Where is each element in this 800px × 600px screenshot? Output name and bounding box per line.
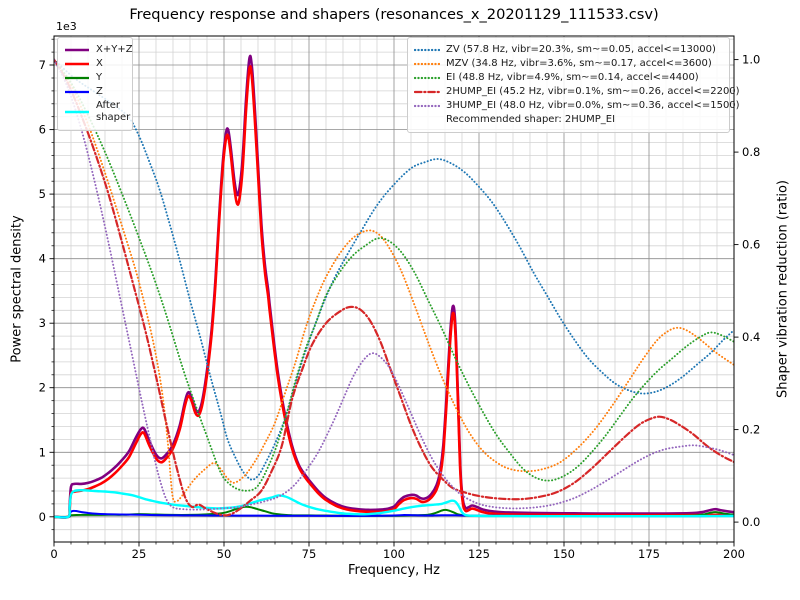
legend-line-sample-empty bbox=[414, 115, 440, 125]
legend-item: EI (48.8 Hz, vibr=4.9%, sm~=0.14, accel<… bbox=[414, 72, 723, 85]
legend-line-sample-Y bbox=[65, 76, 89, 79]
legend-series: X+Y+Z X Y Z After shaper bbox=[57, 37, 133, 131]
y-axis-right-label: Shaper vibration reduction (ratio) bbox=[775, 180, 791, 398]
tick-label: 5 bbox=[39, 187, 46, 201]
legend-label: EI (48.8 Hz, vibr=4.9%, sm~=0.14, accel<… bbox=[446, 71, 699, 83]
tick-label: 50 bbox=[217, 547, 232, 561]
legend-label: After shaper bbox=[96, 99, 131, 124]
series-line-After-shaper bbox=[54, 488, 734, 519]
y-axis-offset-label: 1e3 bbox=[56, 20, 77, 33]
legend-line-sample-ZV bbox=[414, 48, 440, 51]
legend-line-sample-MZV bbox=[414, 62, 440, 65]
tick-label: 25 bbox=[132, 547, 147, 561]
legend-label: 3HUMP_EI (48.0 Hz, vibr=0.0%, sm~=0.36, … bbox=[446, 99, 740, 111]
tick-label: 6 bbox=[39, 123, 46, 137]
grid-minor bbox=[54, 36, 734, 542]
tick-label: 1.0 bbox=[742, 53, 760, 67]
legend-item: 2HUMP_EI (45.2 Hz, vibr=0.1%, sm~=0.26, … bbox=[414, 86, 740, 99]
series-line-EI bbox=[54, 58, 734, 492]
tick-label: 0.0 bbox=[742, 515, 760, 529]
tick-label: 0.6 bbox=[742, 238, 760, 252]
legend-item: ZV (57.8 Hz, vibr=20.3%, sm~=0.05, accel… bbox=[414, 44, 723, 57]
tick-label: 4 bbox=[39, 252, 46, 266]
legend-line-sample-X+Y+Z bbox=[65, 48, 89, 52]
x-axis-label: Frequency, Hz bbox=[347, 563, 441, 578]
tick-label: 75 bbox=[302, 547, 317, 561]
series-line-3HUMP_EI bbox=[54, 58, 734, 511]
tick-label: 0 bbox=[39, 510, 46, 524]
legend-item: Y bbox=[64, 72, 126, 85]
legend-line-sample-3HUMP_EI bbox=[414, 104, 440, 107]
legend-shapers: ZV (57.8 Hz, vibr=20.3%, sm~=0.05, accel… bbox=[407, 37, 740, 133]
legend-label: Recommended shaper: 2HUMP_EI bbox=[446, 113, 616, 125]
legend-label: 2HUMP_EI (45.2 Hz, vibr=0.1%, sm~=0.26, … bbox=[446, 85, 740, 97]
tick-label: 175 bbox=[638, 547, 660, 561]
legend-label: MZV (34.8 Hz, vibr=3.6%, sm~=0.17, accel… bbox=[446, 57, 712, 69]
legend-label: ZV (57.8 Hz, vibr=20.3%, sm~=0.05, accel… bbox=[446, 43, 716, 55]
legend-line-sample-X bbox=[65, 62, 89, 66]
tick-label: 0 bbox=[50, 547, 57, 561]
legend-item: Recommended shaper: 2HUMP_EI bbox=[414, 114, 723, 127]
y-axis-left-label: Power spectral density bbox=[9, 215, 25, 363]
legend-label: X bbox=[96, 57, 103, 69]
legend-label: Z bbox=[96, 85, 103, 97]
legend-item: After shaper bbox=[64, 100, 130, 125]
legend-item: 3HUMP_EI (48.0 Hz, vibr=0.0%, sm~=0.36, … bbox=[414, 100, 740, 113]
tick-label: 2 bbox=[39, 381, 46, 395]
legend-item: MZV (34.8 Hz, vibr=3.6%, sm~=0.17, accel… bbox=[414, 58, 723, 71]
tick-label: 150 bbox=[553, 547, 575, 561]
tick-label: 1 bbox=[39, 445, 46, 459]
legend-line-sample-EI bbox=[414, 76, 440, 79]
legend-label: X+Y+Z bbox=[96, 43, 133, 55]
tick-label: 200 bbox=[723, 547, 745, 561]
tick-label: 0.8 bbox=[742, 145, 760, 159]
tick-label: 0.2 bbox=[742, 423, 760, 437]
tick-label: 125 bbox=[468, 547, 490, 561]
series-line-2HUMP_EI bbox=[54, 58, 734, 517]
legend-item: Z bbox=[64, 86, 126, 99]
legend-label: Y bbox=[96, 71, 103, 83]
series-line-MZV bbox=[54, 58, 734, 503]
tick-label: 100 bbox=[383, 547, 405, 561]
axes-spines-and-ticks: 0 25 50 75 100 125 150 175 200 0 1 2 3 4 5 6 7 0.0 0.2 0.4 0… bbox=[39, 35, 760, 561]
tick-label: 7 bbox=[39, 58, 46, 72]
chart-title: Frequency response and shapers (resonanc… bbox=[129, 6, 659, 23]
legend-item: X+Y+Z bbox=[64, 44, 133, 57]
legend-line-sample-After shaper bbox=[65, 110, 89, 114]
tick-label: 0.4 bbox=[742, 330, 760, 344]
legend-line-sample-2HUMP_EI bbox=[414, 90, 440, 93]
legend-line-sample-Z bbox=[65, 90, 89, 93]
curves bbox=[54, 54, 734, 519]
legend-item: X bbox=[64, 58, 126, 71]
tick-label: 3 bbox=[39, 316, 46, 330]
